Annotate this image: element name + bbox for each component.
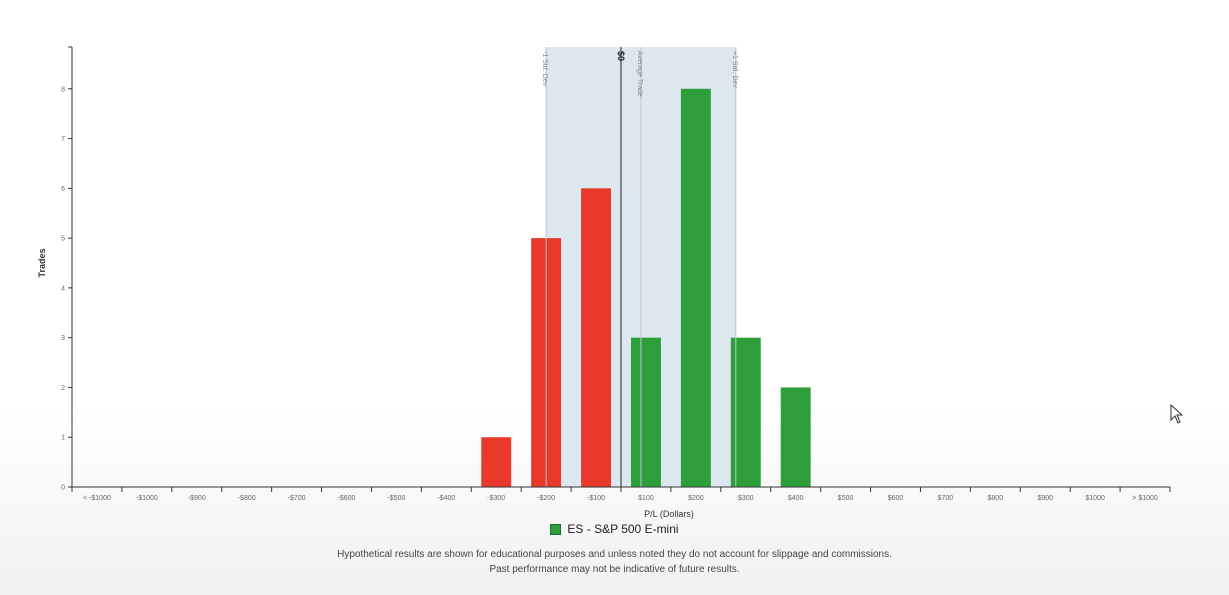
x-tick-label-12: $200 bbox=[688, 495, 704, 502]
bar-10 bbox=[581, 188, 612, 488]
x-tick-label-19: $900 bbox=[1037, 495, 1053, 502]
y-tick-label-1: 1 bbox=[61, 435, 65, 442]
x-tick-label-6: -$500 bbox=[387, 495, 405, 502]
ref-label-3: +1 Std. Dev bbox=[731, 51, 738, 88]
x-tick-label-10: -$100 bbox=[587, 495, 605, 502]
x-tick-label-20: $1000 bbox=[1085, 495, 1105, 502]
x-axis-title: P/L (Dollars) bbox=[644, 509, 694, 519]
bar-8 bbox=[481, 437, 512, 487]
ref-label-1: $0 bbox=[616, 51, 626, 61]
x-tick-label-21: > $1000 bbox=[1132, 495, 1158, 502]
x-tick-label-8: -$300 bbox=[487, 495, 505, 502]
x-tick-label-2: -$900 bbox=[188, 495, 206, 502]
chart-legend[interactable]: ES - S&P 500 E-mini bbox=[0, 522, 1229, 536]
disclaimer: Hypothetical results are shown for educa… bbox=[0, 547, 1229, 577]
y-tick-label-0: 0 bbox=[61, 485, 65, 492]
x-tick-label-7: -$400 bbox=[437, 495, 455, 502]
bar-14 bbox=[780, 387, 811, 487]
x-tick-label-9: -$200 bbox=[537, 495, 555, 502]
y-tick-label-6: 6 bbox=[61, 186, 65, 193]
x-tick-label-4: -$700 bbox=[288, 495, 306, 502]
bar-11 bbox=[630, 337, 661, 487]
bar-12 bbox=[680, 88, 711, 488]
ref-label-0: -1 Std. Dev bbox=[541, 51, 548, 87]
legend-swatch bbox=[550, 524, 562, 536]
y-tick-label-2: 2 bbox=[61, 385, 65, 392]
y-tick-label-3: 3 bbox=[61, 335, 65, 342]
legend-label: ES - S&P 500 E-mini bbox=[567, 522, 679, 536]
y-tick-label-4: 4 bbox=[61, 285, 65, 292]
y-axis-title: Trades bbox=[37, 248, 47, 277]
x-tick-label-1: -$1000 bbox=[136, 495, 158, 502]
x-tick-label-17: $700 bbox=[938, 495, 954, 502]
disclaimer-line-2: Past performance may not be indicative o… bbox=[489, 564, 740, 575]
y-tick-label-8: 8 bbox=[61, 86, 65, 93]
y-tick-label-7: 7 bbox=[61, 136, 65, 143]
x-tick-label-16: $600 bbox=[888, 495, 904, 502]
x-tick-label-15: $500 bbox=[838, 495, 854, 502]
mouse-cursor-icon bbox=[1170, 404, 1184, 424]
x-tick-label-14: $400 bbox=[788, 495, 804, 502]
x-tick-label-11: $100 bbox=[638, 495, 654, 502]
x-tick-label-18: $800 bbox=[988, 495, 1004, 502]
x-tick-label-13: $300 bbox=[738, 495, 754, 502]
x-tick-label-0: < -$1000 bbox=[83, 495, 111, 502]
x-tick-label-5: -$600 bbox=[338, 495, 356, 502]
disclaimer-line-1: Hypothetical results are shown for educa… bbox=[337, 549, 892, 560]
ref-label-2: Average Trade bbox=[636, 51, 643, 97]
x-tick-label-3: -$800 bbox=[238, 495, 256, 502]
y-tick-label-5: 5 bbox=[61, 236, 65, 243]
